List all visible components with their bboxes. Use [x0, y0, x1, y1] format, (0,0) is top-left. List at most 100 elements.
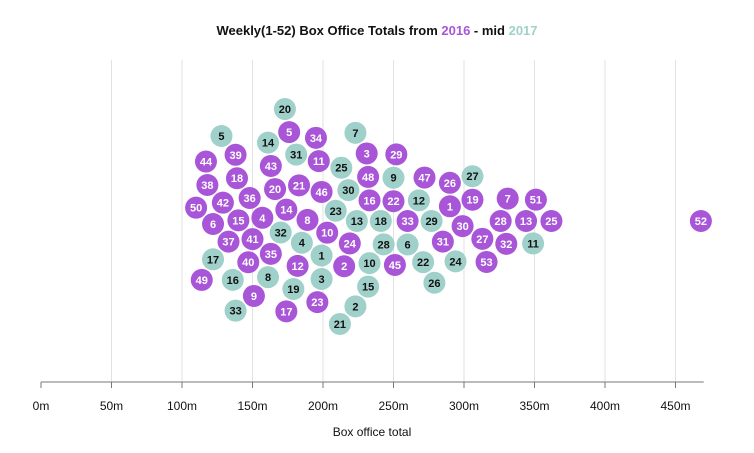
bubble-2016-week-20: 20 — [264, 178, 287, 201]
bubble-2016-week-11: 11 — [307, 150, 330, 173]
bubble-week-label: 8 — [265, 272, 271, 284]
bubble-week-label: 3 — [319, 274, 325, 286]
bubble-2016-week-38: 38 — [196, 174, 219, 197]
bubble-2016-week-41: 41 — [241, 228, 264, 251]
bubble-circle — [264, 178, 287, 201]
x-tick-label: 100m — [167, 399, 197, 413]
bubble-week-label: 4 — [259, 213, 266, 225]
bubble-week-label: 29 — [425, 216, 437, 228]
bubble-2017-week-4: 4 — [290, 231, 313, 254]
bubble-2016-week-31: 31 — [431, 230, 454, 253]
x-tick-label: 50m — [100, 399, 123, 413]
bubble-circle — [357, 275, 380, 298]
bubble-2016-week-43: 43 — [259, 154, 282, 177]
bubble-circle — [489, 210, 512, 232]
bubble-week-label: 33 — [401, 216, 413, 228]
bubble-week-label: 43 — [265, 161, 277, 173]
bubble-circle — [471, 227, 494, 250]
bubble-2016-week-49: 49 — [190, 268, 213, 291]
bubble-2016-week-25: 25 — [540, 210, 563, 232]
bubble-week-label: 39 — [229, 150, 241, 162]
bubble-week-label: 32 — [275, 227, 287, 239]
bubble-2016-week-23: 23 — [306, 291, 329, 314]
bubble-2016-week-14: 14 — [275, 198, 298, 221]
title-year-2017: 2017 — [509, 23, 538, 38]
bubble-circle — [285, 143, 308, 166]
x-axis-label: Box office total — [333, 425, 412, 439]
bubble-circle — [306, 291, 329, 314]
bubble-circle — [241, 228, 264, 251]
bubble-week-label: 47 — [418, 173, 430, 185]
bubble-circle — [307, 150, 330, 173]
chart-title: Weekly(1-52) Box Office Totals from 2016… — [216, 23, 537, 38]
bubble-week-label: 36 — [244, 193, 256, 205]
bubble-circle — [396, 233, 419, 256]
bubble-circle — [438, 171, 461, 194]
bubble-circle — [242, 284, 265, 307]
x-tick-label: 150m — [237, 399, 267, 413]
bubble-circle — [190, 268, 213, 291]
x-tick-label: 450m — [660, 399, 690, 413]
bubble-week-label: 18 — [375, 216, 387, 228]
bubble-week-label: 28 — [378, 239, 390, 251]
bubble-week-label: 26 — [444, 178, 456, 190]
bubble-circle — [383, 253, 406, 276]
bubble-week-label: 18 — [231, 173, 243, 185]
bubble-week-label: 16 — [227, 275, 239, 287]
bubble-week-label: 15 — [232, 215, 244, 227]
bubble-2016-week-10: 10 — [316, 221, 339, 244]
bubble-week-label: 1 — [447, 201, 453, 213]
bubble-week-label: 4 — [299, 238, 306, 250]
bubble-week-label: 14 — [262, 138, 275, 150]
bubble-2016-week-42: 42 — [211, 191, 234, 214]
bubble-circle — [420, 210, 443, 232]
bubble-week-label: 41 — [246, 234, 258, 246]
bubble-circle — [369, 210, 392, 232]
bubble-circle — [202, 212, 225, 235]
bubble-week-label: 12 — [413, 195, 425, 207]
bubble-week-label: 10 — [363, 258, 375, 270]
bubble-week-label: 9 — [390, 173, 396, 185]
bubble-circle — [385, 143, 408, 166]
x-tick-label: 0m — [33, 399, 50, 413]
bubble-2016-week-4: 4 — [251, 206, 274, 229]
bubble-week-label: 26 — [428, 278, 440, 290]
x-axis-ticks: 0m 50m 100m 150m 200m 250m 300m 350m 400m 450m — [33, 382, 691, 413]
bubble-week-label: 24 — [344, 238, 357, 250]
bubble-circle — [257, 131, 280, 154]
bubble-week-label: 29 — [390, 149, 402, 161]
bubble-2017-week-17: 17 — [202, 248, 225, 271]
bubble-week-label: 49 — [196, 275, 208, 287]
bubble-2016-week-17: 17 — [275, 300, 298, 323]
bubble-week-label: 21 — [293, 180, 305, 192]
bubble-2017-week-31: 31 — [285, 143, 308, 166]
bubble-2017-week-6: 6 — [396, 233, 419, 256]
bubble-2017-week-25: 25 — [330, 156, 353, 179]
bubble-week-label: 20 — [279, 104, 291, 116]
bubble-circle — [310, 180, 333, 203]
bubble-circle — [224, 299, 247, 322]
bubble-week-label: 9 — [251, 291, 257, 303]
bubble-2016-week-51: 51 — [524, 188, 547, 211]
bubble-circle — [224, 143, 247, 166]
bubble-2017-week-12: 12 — [407, 189, 430, 212]
bubble-circle — [328, 313, 351, 336]
bubble-2016-week-35: 35 — [259, 242, 282, 265]
bubble-circle — [396, 210, 419, 232]
bubble-2016-week-29: 29 — [385, 143, 408, 166]
bubble-week-label: 6 — [210, 219, 216, 231]
bubble-week-label: 10 — [321, 228, 333, 240]
bubble-week-label: 23 — [330, 206, 342, 218]
bubble-2016-week-27: 27 — [471, 227, 494, 250]
bubble-circle — [238, 187, 261, 210]
bubble-circle — [275, 300, 298, 323]
bubble-circle — [282, 277, 305, 300]
bubble-2016-week-26: 26 — [438, 171, 461, 194]
bubble-2016-week-44: 44 — [194, 150, 217, 173]
bubble-2016-week-16: 16 — [358, 189, 381, 212]
bubble-2016-week-40: 40 — [237, 251, 260, 274]
bubble-2017-week-11: 11 — [522, 232, 545, 255]
bubble-2016-week-15: 15 — [227, 209, 250, 232]
bubble-week-label: 3 — [364, 148, 370, 160]
bubble-circle — [217, 230, 240, 253]
